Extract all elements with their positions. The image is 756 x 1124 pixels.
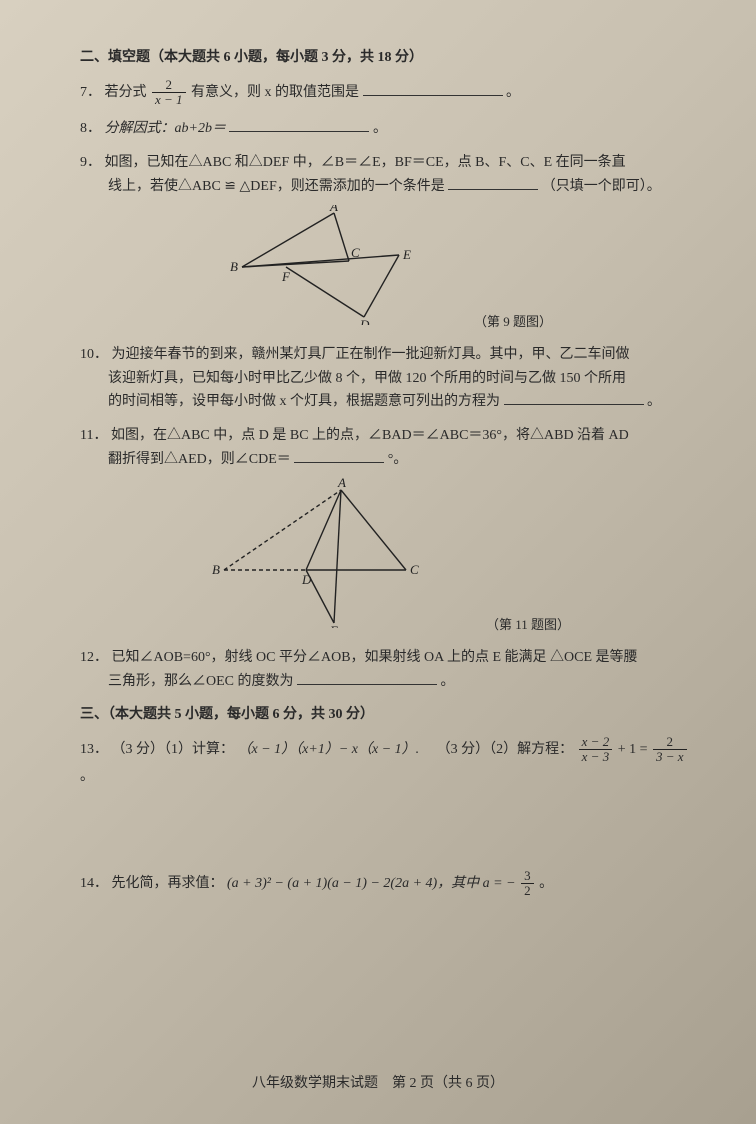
q14-frac: 3 2: [521, 869, 534, 899]
q7-frac-num: 2: [152, 78, 186, 93]
question-8: 8． 分解因式：ab+2b＝ 。: [80, 117, 696, 141]
q7-pre: 若分式: [105, 85, 147, 100]
q11-figure: A B D C E: [206, 478, 436, 628]
q14-number: 14．: [80, 876, 108, 891]
q9-svg: A B F C E D: [224, 205, 424, 325]
svg-text:E: E: [402, 247, 411, 262]
q10-blank: [504, 391, 644, 405]
q7-number: 7．: [80, 85, 101, 100]
svg-text:F: F: [281, 269, 291, 284]
svg-text:D: D: [359, 317, 370, 325]
q13-frac1-den: x − 3: [579, 750, 613, 764]
q12-tail: 。: [441, 674, 455, 689]
q7-post: 有意义，则 x 的取值范围是: [191, 85, 359, 100]
q12-line1: 已知∠AOB=60°，射线 OC 平分∠AOB，如果射线 OA 上的点 E 能满…: [112, 650, 638, 665]
q14-frac-den: 2: [521, 884, 534, 898]
q7-blank: [363, 82, 503, 96]
q11-tail: °。: [388, 452, 408, 467]
q13-frac2: 2 3 − x: [653, 735, 687, 765]
q13-plus: + 1 =: [618, 742, 651, 757]
q13-part1-expr: （x − 1）（x+1）− x（x − 1）.: [238, 742, 420, 757]
q9-tail: （只填一个即可）。: [542, 179, 661, 194]
q14-pre: 先化简，再求值：: [112, 876, 224, 891]
q12-blank: [297, 671, 437, 685]
q11-line2: 翻折得到△AED，则∠CDE＝: [108, 452, 291, 467]
q13-frac1: x − 2 x − 3: [579, 735, 613, 765]
q10-line2: 该迎新灯具，已知每小时甲比乙少做 8 个，甲做 120 个所用的时间与乙做 15…: [80, 367, 696, 391]
q8-text: 分解因式：ab+2b＝: [105, 121, 226, 136]
q10-line3: 的时间相等，设甲每小时做 x 个灯具，根据题意可列出的方程为: [108, 394, 500, 409]
q11-svg: A B D C E: [206, 478, 436, 628]
exam-page: 二、填空题（本大题共 6 小题，每小题 3 分，共 18 分） 7． 若分式 2…: [0, 0, 756, 1124]
svg-text:A: A: [337, 478, 346, 490]
question-7: 7． 若分式 2 x − 1 有意义，则 x 的取值范围是 。: [80, 78, 696, 108]
q7-fraction: 2 x − 1: [152, 78, 186, 108]
q13-tail: 。: [80, 769, 94, 784]
q13-part1-label: （3 分）（1）计算：: [112, 742, 235, 757]
q10-line1: 为迎接年春节的到来，赣州某灯具厂正在制作一批迎新灯具。其中，甲、乙二车间做: [112, 347, 630, 362]
q9-line1: 如图，已知在△ABC 和△DEF 中，∠B＝∠E，BF＝CE，点 B、F、C、E…: [105, 155, 626, 170]
q14-tail: 。: [539, 876, 553, 891]
q7-frac-den: x − 1: [152, 93, 186, 107]
q12-line2: 三角形，那么∠OEC 的度数为: [108, 674, 294, 689]
svg-text:B: B: [212, 562, 220, 577]
svg-text:B: B: [230, 259, 238, 274]
q8-number: 8．: [80, 121, 101, 136]
question-14: 14． 先化简，再求值： (a + 3)² − (a + 1)(a − 1) −…: [80, 869, 696, 899]
q9-number: 9．: [80, 155, 101, 170]
question-9: 9． 如图，已知在△ABC 和△DEF 中，∠B＝∠E，BF＝CE，点 B、F、…: [80, 151, 696, 333]
q13-frac2-num: 2: [653, 735, 687, 750]
q7-tail: 。: [506, 85, 520, 100]
q9-line2: 线上，若使△ABC ≌ △DEF，则还需添加的一个条件是: [108, 179, 445, 194]
q14-frac-num: 3: [521, 869, 534, 884]
svg-text:C: C: [351, 245, 360, 260]
page-footer: 八年级数学期末试题 第 2 页（共 6 页）: [0, 1072, 756, 1096]
q13-frac1-num: x − 2: [579, 735, 613, 750]
q11-number: 11．: [80, 428, 107, 443]
question-10: 10． 为迎接年春节的到来，赣州某灯具厂正在制作一批迎新灯具。其中，甲、乙二车间…: [80, 343, 696, 414]
q14-expr: (a + 3)² − (a + 1)(a − 1) − 2(2a + 4)，其中…: [227, 876, 516, 891]
q9-blank: [448, 176, 538, 190]
q8-blank: [229, 118, 369, 132]
svg-text:E: E: [329, 623, 338, 628]
q9-figure: A B F C E D: [224, 205, 424, 325]
q11-caption: （第 11 题图）: [486, 614, 570, 636]
q12-number: 12．: [80, 650, 108, 665]
q13-number: 13．: [80, 742, 108, 757]
q13-frac2-den: 3 − x: [653, 750, 687, 764]
question-11: 11． 如图，在△ABC 中，点 D 是 BC 上的点，∠BAD＝∠ABC＝36…: [80, 424, 696, 636]
question-13: 13． （3 分）（1）计算： （x − 1）（x+1）− x（x − 1）. …: [80, 735, 696, 788]
q11-blank: [294, 449, 384, 463]
q13-part2-label: （3 分）（2）解方程：: [437, 742, 574, 757]
q10-tail: 。: [647, 394, 661, 409]
svg-text:A: A: [329, 205, 338, 214]
section-2-header: 二、填空题（本大题共 6 小题，每小题 3 分，共 18 分）: [80, 46, 696, 70]
q8-tail: 。: [373, 121, 387, 136]
q9-caption: （第 9 题图）: [474, 311, 552, 333]
q11-line1: 如图，在△ABC 中，点 D 是 BC 上的点，∠BAD＝∠ABC＝36°，将△…: [111, 428, 629, 443]
svg-text:C: C: [410, 562, 419, 577]
section-3-header: 三、（本大题共 5 小题，每小题 6 分，共 30 分）: [80, 703, 696, 727]
svg-text:D: D: [301, 572, 312, 587]
question-12: 12． 已知∠AOB=60°，射线 OC 平分∠AOB，如果射线 OA 上的点 …: [80, 646, 696, 694]
q10-number: 10．: [80, 347, 108, 362]
